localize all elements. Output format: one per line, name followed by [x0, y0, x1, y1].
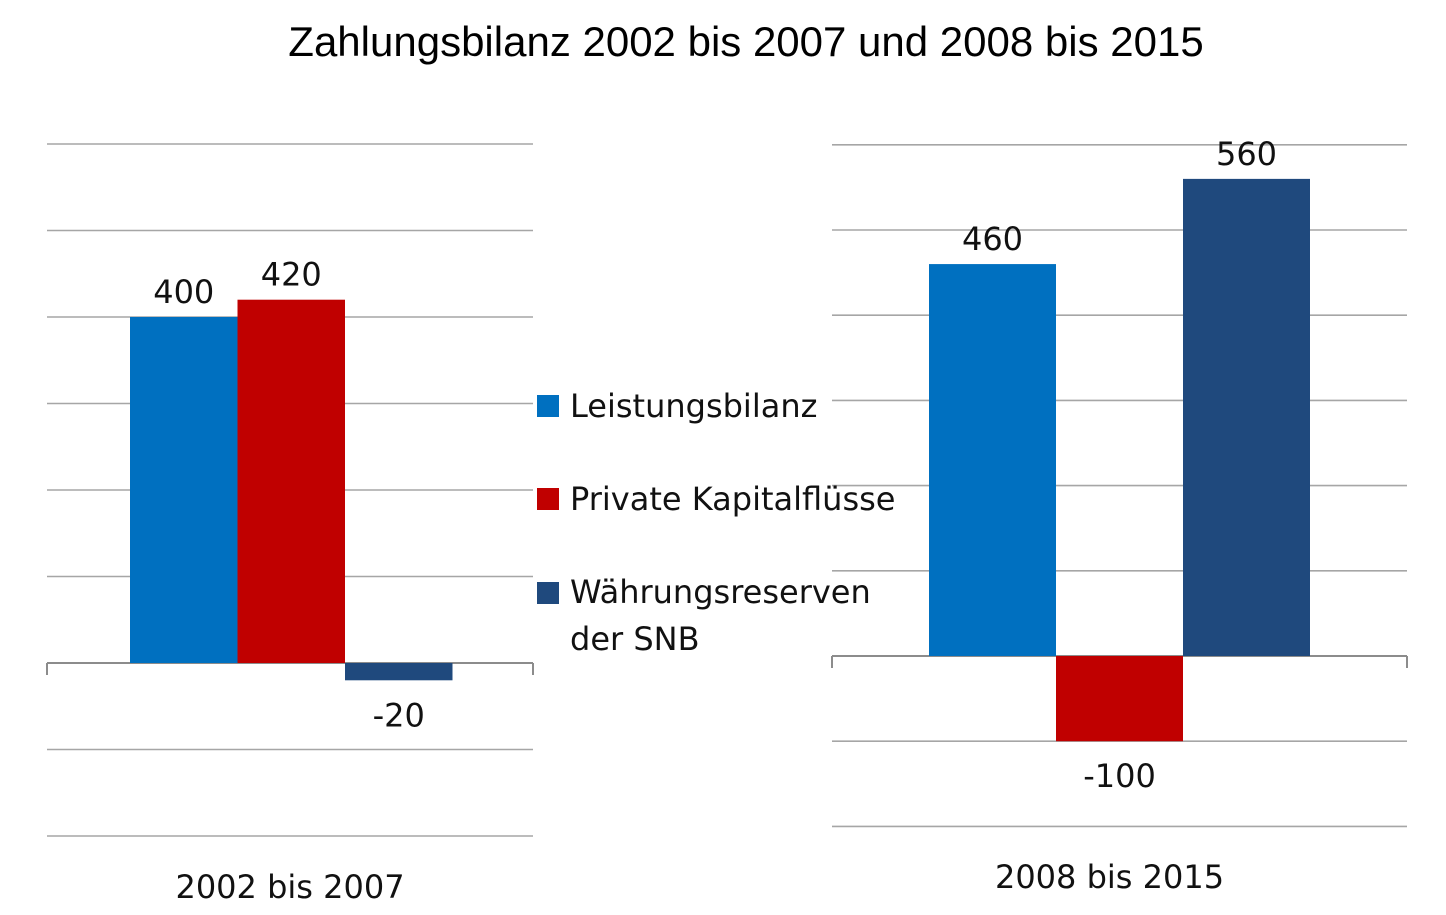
category-label: 2008 bis 2015: [995, 858, 1224, 896]
chart-panel-2008-2015: 460 -100 560 2008 bis 2015: [831, 135, 1408, 896]
legend-item-waehrungsreserven: Währungsreserven der SNB: [537, 573, 871, 658]
legend: Leistungsbilanz Private Kapitalflüsse Wä…: [537, 387, 895, 658]
legend-label-waehrungsreserven: Währungsreserven: [570, 573, 871, 611]
legend-swatch-waehrungsreserven: [537, 582, 559, 604]
data-label-waehrungsreserven: 560: [1216, 135, 1277, 173]
category-label: 2002 bis 2007: [175, 868, 404, 906]
data-label-leistungsbilanz: 460: [962, 220, 1023, 258]
data-label-private-kapitalfluesse: 420: [261, 256, 322, 294]
legend-item-private-kapitalfluesse: Private Kapitalflüsse: [537, 480, 895, 518]
data-label-leistungsbilanz: 400: [153, 273, 214, 311]
data-label-waehrungsreserven: -20: [373, 696, 425, 734]
legend-item-leistungsbilanz: Leistungsbilanz: [537, 387, 817, 425]
chart-panel-2002-2007: 400 420 -20 2002 bis 2007: [46, 143, 534, 906]
bar-leistungsbilanz: [130, 317, 238, 663]
bar-private-kapitalfluesse: [237, 299, 345, 663]
data-label-private-kapitalfluesse: -100: [1083, 757, 1156, 795]
legend-label-waehrungsreserven-line2: der SNB: [570, 620, 700, 658]
legend-label-leistungsbilanz: Leistungsbilanz: [570, 387, 817, 425]
bar-waehrungsreserven: [1183, 178, 1310, 656]
legend-label-private-kapitalfluesse: Private Kapitalflüsse: [570, 480, 895, 518]
legend-swatch-leistungsbilanz: [537, 395, 559, 417]
bar-private-kapitalfluesse: [1056, 656, 1183, 742]
bar-leistungsbilanz: [929, 264, 1056, 656]
chart-title: Zahlungsbilanz 2002 bis 2007 und 2008 bi…: [288, 18, 1204, 65]
bar-waehrungsreserven: [345, 663, 453, 681]
legend-swatch-private-kapitalfluesse: [537, 488, 559, 510]
